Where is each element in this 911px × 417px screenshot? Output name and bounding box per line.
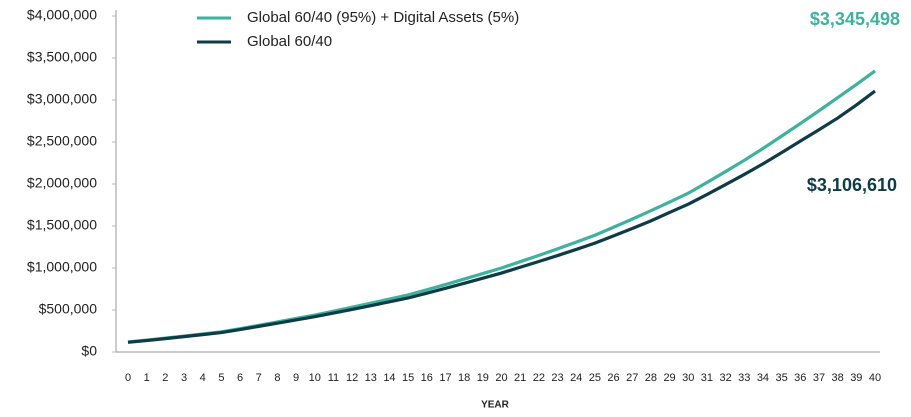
legend-label: Global 60/40 (95%) + Digital Assets (5%): [247, 9, 519, 26]
x-tick-label: 38: [832, 372, 844, 384]
y-tick-label: $3,500,000: [27, 49, 97, 65]
x-tick-label: 31: [701, 372, 713, 384]
x-tick-label: 10: [309, 372, 321, 384]
end-value-label: $3,345,498: [810, 9, 900, 29]
x-tick-label: 18: [458, 372, 470, 384]
x-tick-label: 26: [607, 372, 619, 384]
x-tick-label: 5: [218, 372, 224, 384]
y-tick-label: $2,000,000: [27, 175, 97, 191]
x-tick-label: 36: [794, 372, 806, 384]
series-line: [127, 69, 876, 344]
x-tick-label: 39: [850, 372, 862, 384]
y-tick-label: $1,000,000: [27, 259, 97, 275]
x-tick-label: 20: [495, 372, 507, 384]
x-tick-label: 33: [738, 372, 750, 384]
x-tick-label: 34: [757, 372, 769, 384]
x-tick-label: 27: [626, 372, 638, 384]
x-tick-label: 15: [402, 372, 414, 384]
x-tick-label: 29: [663, 372, 675, 384]
x-tick-label: 37: [813, 372, 825, 384]
x-tick-label: 1: [144, 372, 150, 384]
x-tick-label: 7: [256, 372, 262, 384]
x-tick-label: 0: [125, 372, 131, 384]
x-tick-label: 14: [383, 372, 395, 384]
x-tick-label: 23: [551, 372, 563, 384]
x-tick-label: 6: [237, 372, 243, 384]
x-tick-label: 35: [776, 372, 788, 384]
x-tick-label: 4: [200, 372, 206, 384]
series-line: [127, 89, 876, 344]
x-tick-label: 25: [589, 372, 601, 384]
x-tick-label: 24: [570, 372, 582, 384]
y-tick-label: $1,500,000: [27, 217, 97, 233]
x-tick-label: 11: [328, 372, 339, 384]
y-tick-label: $3,000,000: [27, 91, 97, 107]
x-tick-label: 21: [514, 372, 526, 384]
y-tick-label: $2,500,000: [27, 133, 97, 149]
x-tick-label: 3: [181, 372, 187, 384]
x-tick-label: 9: [293, 372, 299, 384]
x-tick-label: 13: [365, 372, 377, 384]
x-tick-label: 16: [421, 372, 433, 384]
end-value-label: $3,106,610: [807, 175, 897, 195]
x-tick-label: 17: [439, 372, 451, 384]
x-tick-label: 8: [274, 372, 280, 384]
x-tick-label: 19: [477, 372, 489, 384]
x-tick-label: 22: [533, 372, 545, 384]
y-tick-label: $0: [81, 343, 97, 359]
x-axis-label: YEAR: [481, 400, 510, 411]
x-tick-label: 40: [869, 372, 881, 384]
y-tick-label: $4,000,000: [27, 7, 97, 23]
x-tick-label: 30: [682, 372, 694, 384]
x-tick-label: 28: [645, 372, 657, 384]
y-tick-label: $500,000: [39, 301, 98, 317]
x-tick-label: 12: [346, 372, 358, 384]
x-tick-label: 32: [719, 372, 731, 384]
legend-label: Global 60/40: [247, 33, 332, 50]
x-tick-label: 2: [162, 372, 168, 384]
